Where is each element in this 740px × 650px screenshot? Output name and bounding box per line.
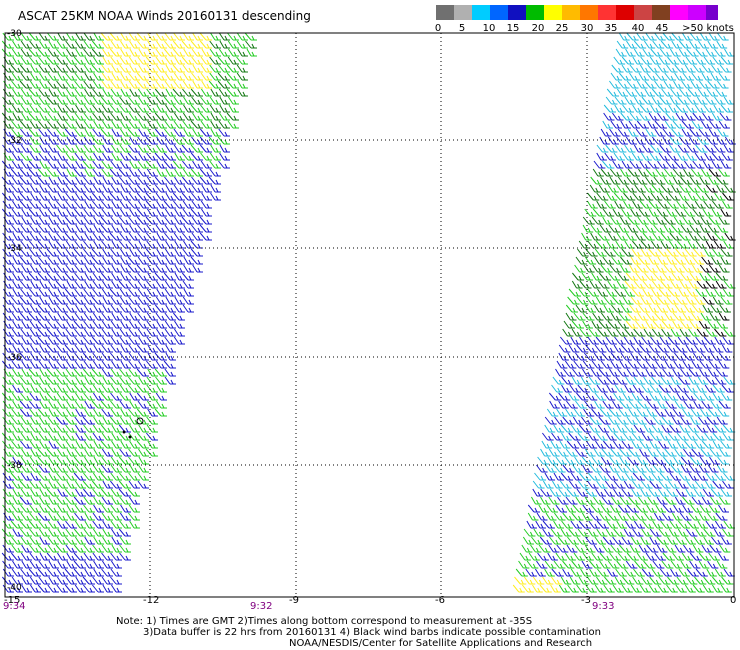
- lat-label-30: -30: [7, 29, 22, 39]
- lat-label-34: -34: [7, 244, 22, 254]
- legend-label-35: 35: [604, 23, 618, 34]
- legend-label-45: 45: [655, 23, 669, 34]
- legend-label-20: 20: [531, 23, 545, 34]
- legend-label-40: 40: [631, 23, 645, 34]
- legend-swatch: [508, 5, 526, 20]
- map-frame: [4, 32, 735, 598]
- legend-label-5: 5: [458, 23, 466, 34]
- legend-swatch: [634, 5, 652, 20]
- lon-label-6: -6: [435, 595, 445, 606]
- legend-label-30: 30: [580, 23, 594, 34]
- time-label-left: 9:34: [3, 601, 25, 612]
- legend-swatch: [706, 5, 718, 20]
- legend-label-0: 0: [434, 23, 442, 34]
- note-line-3: NOAA/NESDIS/Center for Satellite Applica…: [289, 638, 593, 649]
- wind-speed-legend: 0 5 10 15 20 25 30 35 40 45 >50 knots: [434, 5, 736, 35]
- legend-swatch: [544, 5, 562, 20]
- lat-label-32: -32: [7, 136, 22, 146]
- legend-swatch: [526, 5, 544, 20]
- map-title: ASCAT 25KM NOAA Winds 20160131 descendin…: [18, 9, 311, 23]
- legend-swatch: [562, 5, 580, 20]
- lon-label-12: -12: [143, 595, 159, 606]
- legend-label-15: 15: [506, 23, 520, 34]
- legend-swatch: [688, 5, 706, 20]
- legend-swatch: [598, 5, 616, 20]
- legend-swatch: [670, 5, 688, 20]
- legend-swatch: [652, 5, 670, 20]
- legend-label-25: 25: [555, 23, 569, 34]
- lon-label-9: -9: [289, 595, 299, 606]
- legend-label-10: 10: [482, 23, 496, 34]
- lon-label-15: -15: [4, 595, 20, 606]
- legend-swatch: [454, 5, 472, 20]
- legend-swatch: [616, 5, 634, 20]
- legend-label-50-knots: >50 knots: [682, 23, 734, 34]
- wind-barb-swaths: [1, 32, 736, 593]
- lon-label-0: 0: [730, 595, 736, 606]
- legend-swatch: [490, 5, 508, 20]
- time-label-right: 9:33: [592, 601, 614, 612]
- contamination-markers: [122, 417, 144, 439]
- lon-label-3: -3: [581, 595, 591, 606]
- time-label-middle: 9:32: [250, 601, 272, 612]
- lat-label-36: -36: [7, 353, 22, 363]
- legend-swatch: [472, 5, 490, 20]
- lat-label-40: -40: [7, 583, 22, 593]
- legend-swatch: [436, 5, 454, 20]
- legend-swatches: [436, 5, 718, 20]
- lat-label-38: -38: [7, 461, 22, 471]
- note-line-2: 3)Data buffer is 22 hrs from 20160131 4)…: [143, 627, 601, 638]
- legend-swatch: [580, 5, 598, 20]
- note-line-1: Note: 1) Times are GMT 2)Times along bot…: [116, 616, 533, 627]
- lat-lon-grid: [5, 33, 734, 597]
